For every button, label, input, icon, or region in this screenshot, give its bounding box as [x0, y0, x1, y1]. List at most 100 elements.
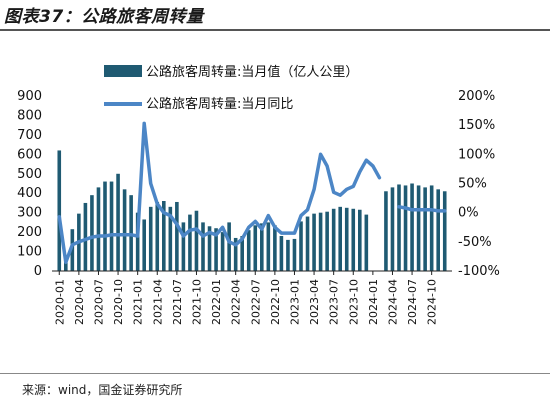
- x-tick-label: 2024-10: [426, 279, 439, 325]
- right-tick-label: 100%: [458, 147, 495, 162]
- x-tick-label: 2024-07: [406, 279, 419, 325]
- bar: [64, 259, 68, 271]
- bar: [227, 222, 231, 271]
- x-axis: 2020-01 2020-04 2020-07 2020-10 2021-01 2021-…: [53, 271, 439, 325]
- footer-divider: [0, 373, 550, 374]
- x-tick-label: 2022-10: [269, 279, 282, 325]
- x-tick-label: 2020-01: [53, 279, 66, 325]
- bar: [155, 201, 160, 271]
- yoy-line: [57, 121, 447, 265]
- chart: 公路旅客周转量:当月值（亿人公里） 公路旅客周转量:当月同比 0 100 200 30…: [17, 64, 500, 325]
- line-series: [57, 121, 447, 265]
- bar: [142, 219, 146, 271]
- bar: [148, 206, 153, 271]
- bar: [168, 206, 173, 271]
- bar: [103, 181, 107, 271]
- right-tick-label: 200%: [458, 89, 495, 104]
- bar: [344, 207, 349, 271]
- bar: [364, 214, 369, 271]
- bar: [299, 221, 303, 271]
- bar: [260, 223, 264, 271]
- x-tick-label: 2022-04: [230, 279, 243, 325]
- bar: [266, 222, 271, 271]
- bar: [325, 211, 329, 271]
- legend: 公路旅客周转量:当月值（亿人公里） 公路旅客周转量:当月同比: [104, 64, 358, 112]
- left-tick-label: 900: [17, 89, 42, 104]
- bar: [188, 214, 192, 271]
- bar: [416, 185, 421, 271]
- x-tick-label: 2020-04: [73, 279, 86, 325]
- bar: [318, 212, 323, 271]
- bar: [312, 213, 316, 271]
- right-tick-label: 0%: [458, 206, 479, 221]
- bar: [96, 187, 101, 271]
- left-tick-label: 300: [17, 206, 42, 221]
- bar: [305, 216, 310, 271]
- bar: [214, 228, 218, 271]
- bar: [384, 191, 388, 271]
- x-tick-label: 2020-07: [92, 279, 105, 325]
- bar-series: [57, 150, 447, 271]
- bar: [279, 236, 284, 271]
- bar: [410, 183, 414, 271]
- right-tick-label: -100%: [458, 264, 500, 279]
- bar: [358, 209, 362, 271]
- bar: [162, 201, 166, 271]
- x-tick-label: 2023-10: [347, 279, 360, 325]
- bar: [246, 230, 251, 271]
- x-tick-label: 2023-01: [288, 279, 301, 325]
- bar: [122, 189, 127, 271]
- x-tick-label: 2023-04: [308, 279, 321, 325]
- x-tick-label: 2021-04: [151, 279, 164, 325]
- bar: [286, 239, 290, 271]
- left-tick-label: 700: [17, 128, 42, 143]
- chart-title: 图表37：公路旅客周转量: [4, 7, 204, 27]
- right-tick-label: -50%: [458, 235, 492, 250]
- right-axis: -100% -50% 0% 50% 100% 150% 200%: [458, 89, 500, 279]
- x-tick-label: 2023-07: [328, 279, 341, 325]
- bar: [240, 236, 244, 271]
- x-tick-label: 2022-01: [210, 279, 223, 325]
- left-tick-label: 200: [17, 225, 42, 240]
- bar: [83, 202, 88, 271]
- bar: [292, 238, 297, 271]
- bar: [207, 226, 212, 271]
- bar: [390, 187, 395, 271]
- bar: [135, 212, 140, 271]
- left-tick-label: 500: [17, 167, 42, 182]
- bar: [90, 195, 94, 271]
- x-tick-label: 2024-04: [386, 279, 399, 325]
- x-tick-label: 2020-10: [112, 279, 125, 325]
- bar: [109, 181, 114, 271]
- bar: [397, 184, 401, 271]
- left-tick-label: 0: [34, 264, 42, 279]
- bar: [175, 201, 179, 271]
- bar: [429, 185, 434, 271]
- bar: [181, 222, 186, 271]
- bar: [253, 225, 258, 271]
- x-tick-label: 2022-07: [249, 279, 262, 325]
- legend-bar-swatch: [104, 65, 142, 77]
- x-tick-label: 2024-01: [367, 279, 380, 325]
- left-tick-label: 400: [17, 186, 42, 201]
- legend-bar-label: 公路旅客周转量:当月值（亿人公里）: [146, 64, 358, 80]
- bar: [220, 232, 225, 271]
- title-divider: [0, 29, 550, 31]
- right-tick-label: 150%: [458, 118, 495, 133]
- bar: [273, 225, 277, 271]
- x-tick-label: 2021-10: [190, 279, 203, 325]
- x-tick-label: 2021-01: [132, 279, 145, 325]
- bar: [233, 237, 238, 271]
- source-note: 来源：wind，国金证券研究所: [22, 383, 183, 397]
- left-tick-label: 600: [17, 147, 42, 162]
- bar: [57, 150, 62, 271]
- bar: [116, 173, 120, 271]
- bar: [338, 206, 342, 271]
- right-tick-label: 50%: [458, 177, 487, 192]
- bar: [70, 229, 75, 271]
- bar: [331, 208, 336, 271]
- left-axis: 0 100 200 300 400 500 600 700 800 900: [17, 89, 42, 279]
- bar: [436, 189, 440, 271]
- bar: [442, 191, 447, 271]
- bar: [403, 185, 408, 271]
